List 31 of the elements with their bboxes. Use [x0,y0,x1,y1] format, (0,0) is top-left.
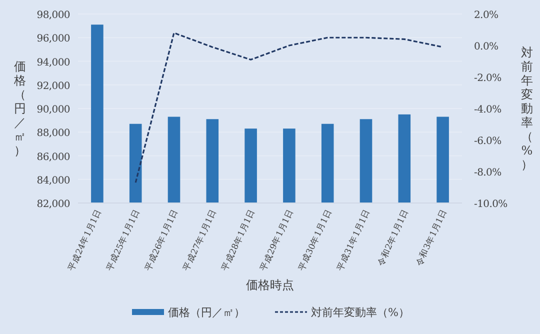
x-tick-label: 令和3年1月1日 [414,208,450,268]
y2-tick-label: -2.0% [474,73,502,84]
y-tick-label: 84,000 [36,175,70,186]
x-tick-label: 平成30年1月1日 [296,208,334,273]
x-tick-label: 平成24年1月1日 [66,208,104,273]
x-tick-label: 平成29年1月1日 [258,208,296,273]
y-axis-title: 価格（円／㎡） [14,60,26,158]
x-tick-label: 平成28年1月1日 [219,208,258,273]
y2-tick-label: -6.0% [474,136,502,147]
x-tick-label: 平成25年1月1日 [104,208,142,273]
x-tick-label: 平成26年1月1日 [142,208,181,273]
y-tick-label: 90,000 [36,104,70,116]
x-axis-title: 価格時点 [246,278,294,292]
y-tick-label: 92,000 [36,80,70,92]
y-tick-label: 88,000 [36,128,70,140]
x-tick-label: 平成27年1月1日 [180,208,220,273]
y2-axis-title: 対前年変動率（%） [521,46,533,172]
y-tick-label: 96,000 [36,34,70,45]
legend-label: 対前年変動率（%） [311,306,410,319]
y-tick-label: 94,000 [36,57,70,68]
x-tick-label: 平成31年1月1日 [334,208,373,273]
y-tick-label: 98,000 [36,10,70,21]
y-tick-label: 82,000 [36,199,70,210]
legend-label: 価格（円／㎡） [168,306,245,319]
y2-tick-label: 0.0% [474,42,498,52]
y2-tick-label: -8.0% [474,168,502,178]
y2-tick-label: -4.0% [474,104,502,116]
x-tick-label: 令和2年1月1日 [375,208,412,268]
y2-tick-label: -10.0% [474,199,508,210]
y2-tick-label: 2.0% [474,10,498,21]
y-tick-label: 86,000 [36,152,70,163]
